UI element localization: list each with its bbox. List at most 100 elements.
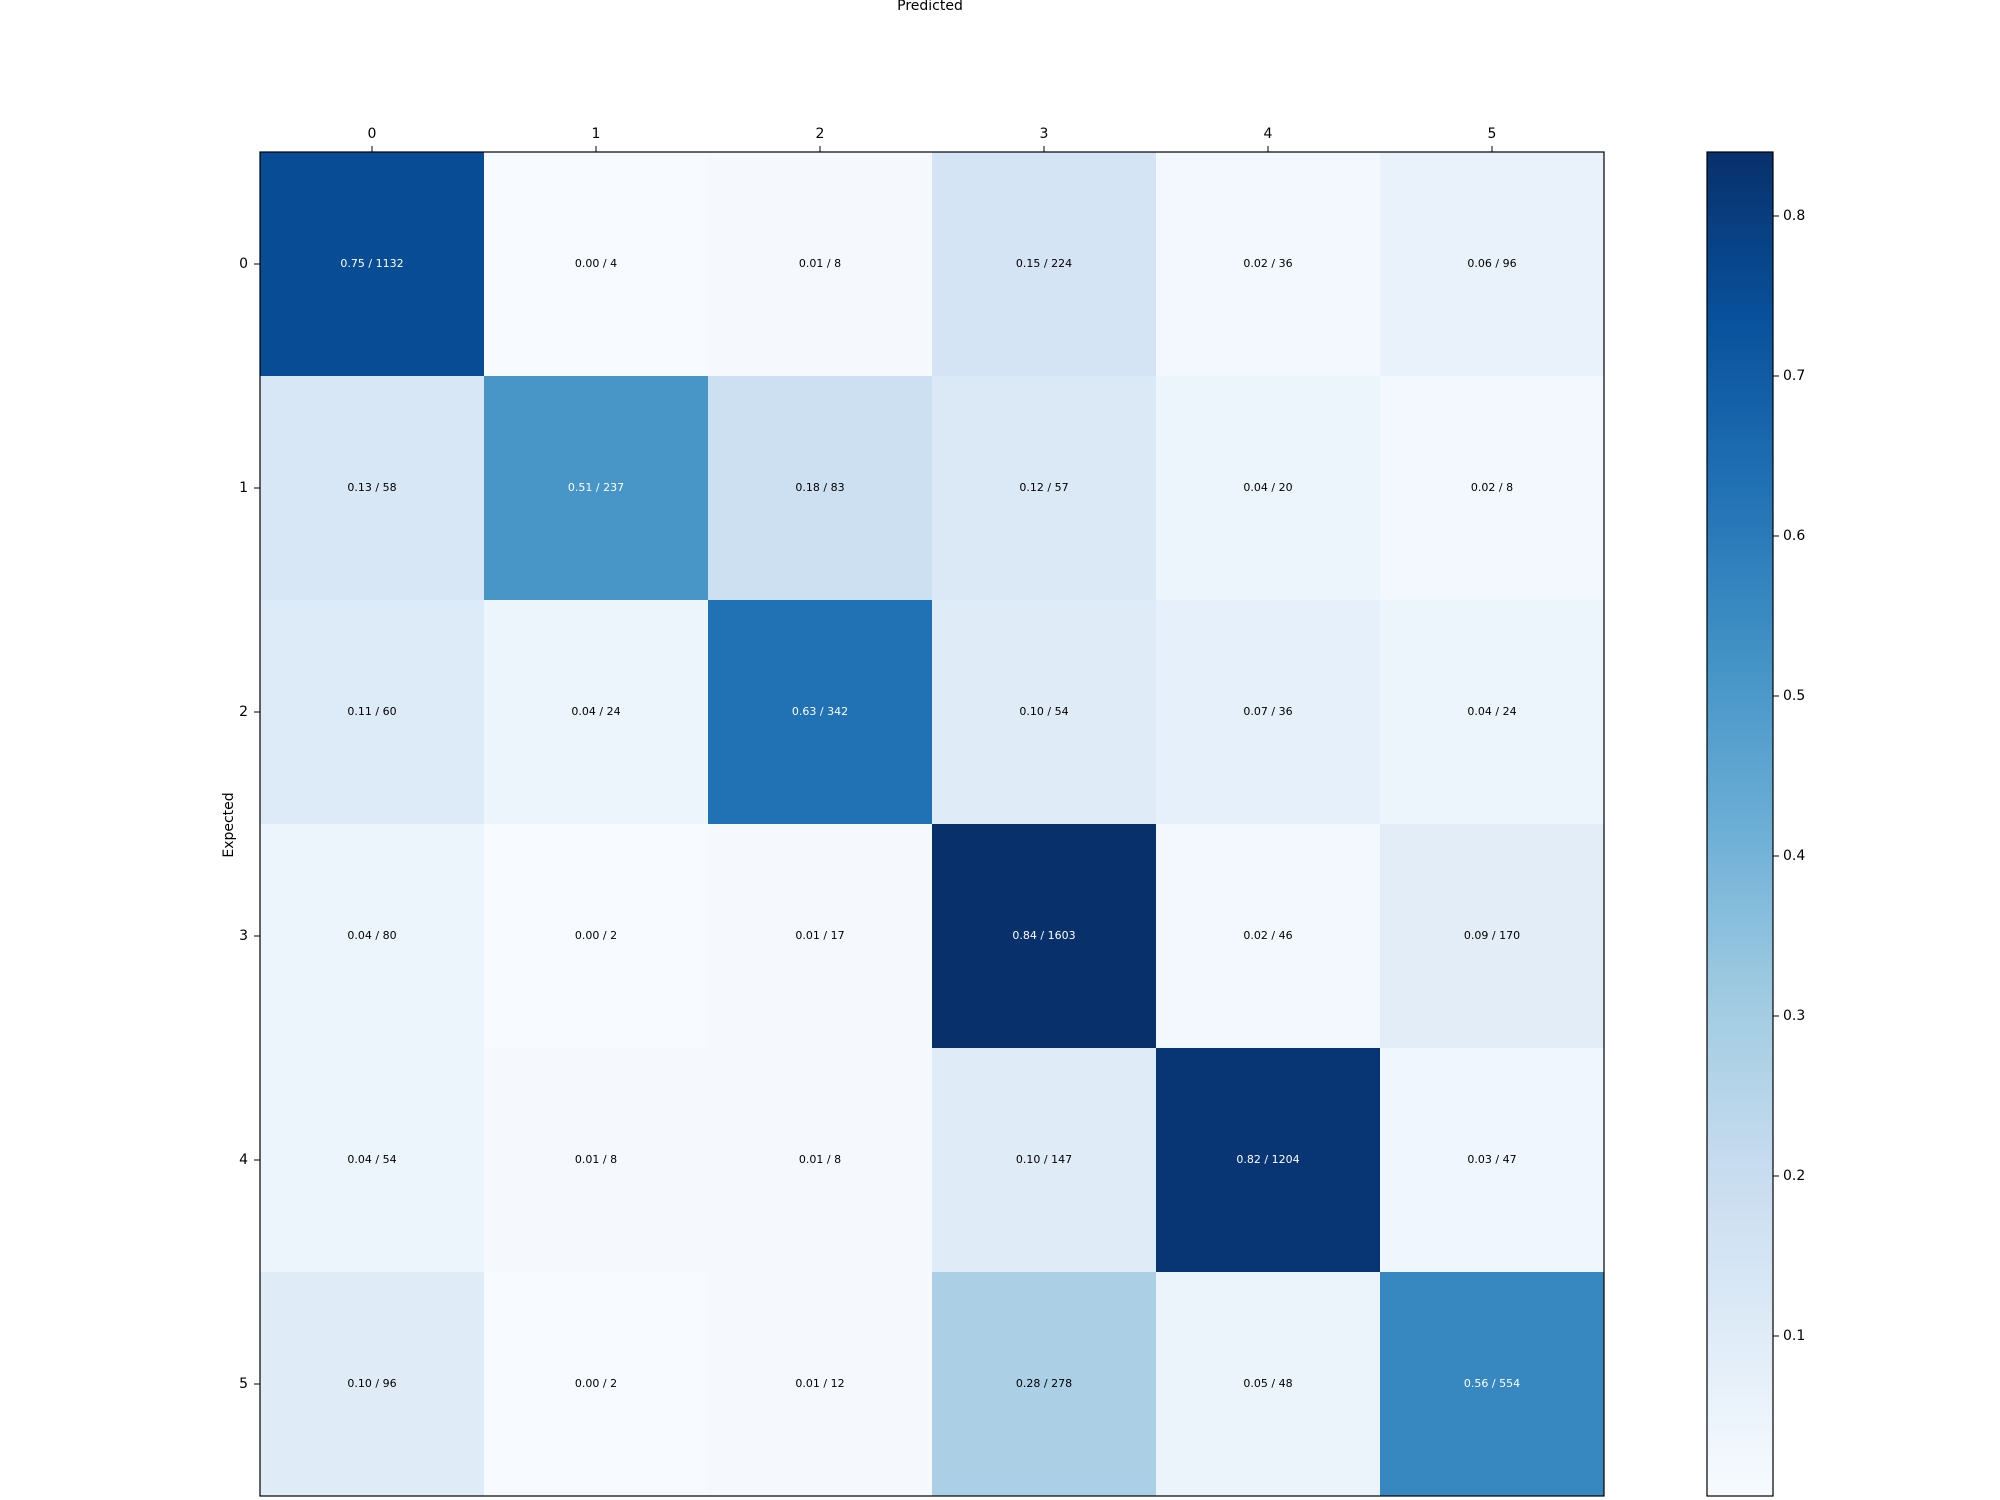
heatmap-cell-labels: 0.75 / 1132 0.00 / 4 0.01 / 8 0.15 / 224 0.0… (340, 257, 1520, 1390)
y-tick-label: 0 (239, 256, 248, 272)
y-axis-title: Expected (221, 792, 237, 857)
colorbar-tick-label: 0.4 (1783, 848, 1805, 864)
heatmap-cell (484, 824, 709, 1049)
cell-value-label: 0.04 / 54 (347, 1153, 396, 1166)
cell-value-label: 0.06 / 96 (1467, 257, 1516, 270)
y-tick-label: 2 (239, 704, 248, 720)
colorbar-tick-label: 0.8 (1783, 208, 1805, 224)
cell-value-label: 0.01 / 8 (799, 257, 841, 270)
heatmap-cells (260, 152, 1605, 1497)
heatmap-cell (484, 376, 709, 601)
heatmap-cell (1156, 600, 1381, 825)
heatmap-cell (932, 600, 1157, 825)
heatmap-cell (708, 600, 933, 825)
heatmap-cell (932, 152, 1157, 377)
heatmap-cell (484, 152, 709, 377)
heatmap-cell (708, 1048, 933, 1273)
cell-value-label: 0.00 / 4 (575, 257, 617, 270)
cell-value-label: 0.07 / 36 (1243, 705, 1292, 718)
cell-value-label: 0.28 / 278 (1016, 1377, 1072, 1390)
cell-value-label: 0.01 / 17 (795, 929, 844, 942)
heatmap-cell (260, 376, 485, 601)
colorbar-tick-label: 0.5 (1783, 688, 1805, 704)
heatmap-cell (484, 1272, 709, 1497)
heatmap-cell (708, 152, 933, 377)
cell-value-label: 0.13 / 58 (347, 481, 396, 494)
heatmap-cell (1380, 152, 1605, 377)
heatmap-cell (484, 1048, 709, 1273)
cell-value-label: 0.10 / 147 (1016, 1153, 1072, 1166)
cell-value-label: 0.01 / 8 (575, 1153, 617, 1166)
heatmap-cell (1156, 824, 1381, 1049)
heatmap-cell (1380, 824, 1605, 1049)
heatmap-cell (708, 376, 933, 601)
x-tick-label: 3 (1040, 126, 1049, 142)
heatmap-cell (708, 1272, 933, 1497)
cell-value-label: 0.12 / 57 (1019, 481, 1068, 494)
x-tick-label: 4 (1264, 126, 1273, 142)
cell-value-label: 0.10 / 96 (347, 1377, 396, 1390)
heatmap-cell (260, 1048, 485, 1273)
cell-value-label: 0.03 / 47 (1467, 1153, 1516, 1166)
y-axis-ticks: 0 1 2 3 4 5 (239, 256, 260, 1392)
y-tick-label: 3 (239, 928, 248, 944)
heatmap-cell (932, 1048, 1157, 1273)
cell-value-label: 0.00 / 2 (575, 929, 617, 942)
cell-value-label: 0.02 / 46 (1243, 929, 1292, 942)
heatmap-cell (1380, 376, 1605, 601)
cell-value-label: 0.51 / 237 (568, 481, 624, 494)
cell-value-label: 0.82 / 1204 (1236, 1153, 1299, 1166)
x-tick-label: 0 (368, 126, 377, 142)
heatmap-cell (260, 600, 485, 825)
heatmap-cell (932, 1272, 1157, 1497)
x-axis-ticks: 0 1 2 3 4 5 (368, 126, 1497, 152)
cell-value-label: 0.18 / 83 (795, 481, 844, 494)
y-tick-label: 4 (239, 1152, 248, 1168)
cell-value-label: 0.00 / 2 (575, 1377, 617, 1390)
cell-value-label: 0.01 / 8 (799, 1153, 841, 1166)
colorbar-tick-label: 0.6 (1783, 528, 1805, 544)
cell-value-label: 0.04 / 24 (571, 705, 620, 718)
colorbar (1706, 151, 1774, 1497)
heatmap-cell (708, 824, 933, 1049)
cell-value-label: 0.05 / 48 (1243, 1377, 1292, 1390)
cell-value-label: 0.11 / 60 (347, 705, 396, 718)
colorbar-tick-label: 0.3 (1783, 1008, 1805, 1024)
heatmap-cell (260, 152, 485, 377)
heatmap-cell (484, 600, 709, 825)
cell-value-label: 0.02 / 36 (1243, 257, 1292, 270)
heatmap-cell (1156, 1272, 1381, 1497)
heatmap-cell (1380, 1048, 1605, 1273)
cell-value-label: 0.10 / 54 (1019, 705, 1068, 718)
heatmap-cell (260, 824, 485, 1049)
colorbar-ticks: 0.1 0.2 0.3 0.4 0.5 0.6 0.7 0.8 (1773, 208, 1805, 1344)
x-axis-title: Predicted (897, 0, 963, 14)
x-tick-label: 5 (1488, 126, 1497, 142)
cell-value-label: 0.84 / 1603 (1012, 929, 1075, 942)
y-tick-label: 5 (239, 1376, 248, 1392)
heatmap-cell (1156, 152, 1381, 377)
x-tick-label: 2 (816, 126, 825, 142)
heatmap-cell (1156, 1048, 1381, 1273)
x-tick-label: 1 (592, 126, 601, 142)
cell-value-label: 0.15 / 224 (1016, 257, 1072, 270)
colorbar-tick-label: 0.2 (1783, 1168, 1805, 1184)
heatmap-cell (932, 376, 1157, 601)
heatmap-cell (1380, 1272, 1605, 1497)
cell-value-label: 0.04 / 24 (1467, 705, 1516, 718)
cell-value-label: 0.01 / 12 (795, 1377, 844, 1390)
cell-value-label: 0.09 / 170 (1464, 929, 1520, 942)
heatmap-cell (260, 1272, 485, 1497)
cell-value-label: 0.56 / 554 (1464, 1377, 1520, 1390)
heatmap-cell (1156, 376, 1381, 601)
heatmap-cell (932, 824, 1157, 1049)
cell-value-label: 0.75 / 1132 (340, 257, 403, 270)
cell-value-label: 0.63 / 342 (792, 705, 848, 718)
cell-value-label: 0.04 / 80 (347, 929, 396, 942)
y-tick-label: 1 (239, 480, 248, 496)
cell-value-label: 0.04 / 20 (1243, 481, 1292, 494)
colorbar-tick-label: 0.1 (1783, 1328, 1805, 1344)
colorbar-tick-label: 0.7 (1783, 368, 1805, 384)
plot-frame (259, 151, 1605, 1497)
